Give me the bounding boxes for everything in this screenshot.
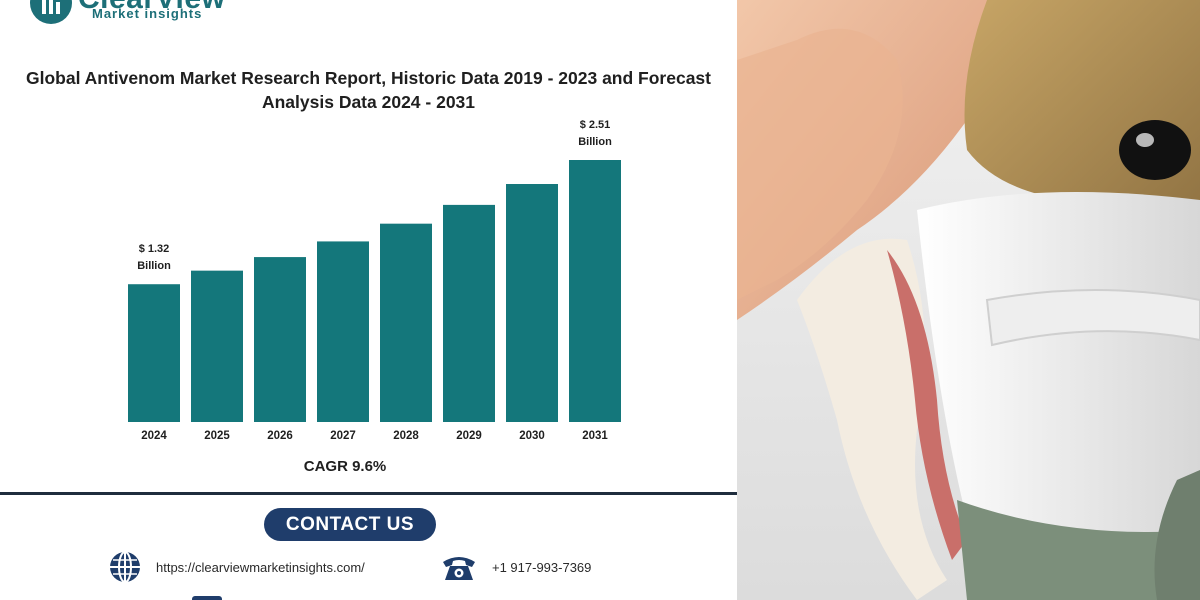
cagr-label: CAGR 9.6% — [303, 458, 387, 475]
bar-2025 — [191, 270, 243, 422]
snake-photo — [737, 0, 1200, 600]
bar-2029 — [443, 204, 495, 422]
website-link[interactable]: https://clearviewmarketinsights.com/ — [156, 559, 365, 575]
brand-name: ClearView — [78, 0, 225, 16]
x-tick-label: 2028 — [393, 430, 419, 442]
data-label: $ 2.51 — [580, 119, 611, 131]
snake-photo-illustration — [737, 0, 1200, 600]
x-tick-label: 2029 — [456, 430, 482, 442]
data-label: Billion — [578, 136, 612, 148]
bar-2026 — [254, 257, 306, 422]
bar-2031 — [569, 160, 621, 422]
phone-contact[interactable]: +1 917-993-7369 — [440, 552, 591, 582]
infographic-panel: ClearView Market insights Global Antiven… — [0, 0, 737, 600]
globe-icon — [110, 551, 140, 583]
x-tick-label: 2031 — [582, 430, 608, 442]
x-tick-label: 2025 — [204, 430, 230, 442]
website-contact[interactable]: https://clearviewmarketinsights.com/ — [108, 551, 365, 583]
chart-title: Global Antivenom Market Research Report,… — [25, 68, 711, 112]
x-tick-label: 2024 — [141, 430, 167, 442]
x-tick-label: 2026 — [267, 430, 293, 442]
bar-2024 — [128, 284, 180, 422]
x-tick-label: 2030 — [519, 430, 545, 442]
phone-number[interactable]: +1 917-993-7369 — [492, 559, 592, 575]
bar-chart: 2024 2025 2026 2027 2028 2029 2030 2031 $ 1.32 Bi… — [128, 119, 621, 442]
bar-2028 — [380, 223, 432, 422]
brand-logo[interactable]: ClearView Market insights — [22, 0, 242, 26]
email-icon — [192, 596, 222, 600]
x-tick-label: 2027 — [330, 430, 356, 442]
contact-us-button[interactable]: CONTACT US — [264, 508, 436, 541]
data-label: $ 1.32 — [139, 243, 170, 255]
section-divider — [0, 492, 737, 495]
telephone-icon — [443, 557, 475, 580]
bar-2027 — [317, 241, 369, 422]
brand-tagline: Market insights — [92, 6, 203, 21]
bar-2030 — [506, 184, 558, 422]
data-label: Billion — [137, 260, 171, 272]
